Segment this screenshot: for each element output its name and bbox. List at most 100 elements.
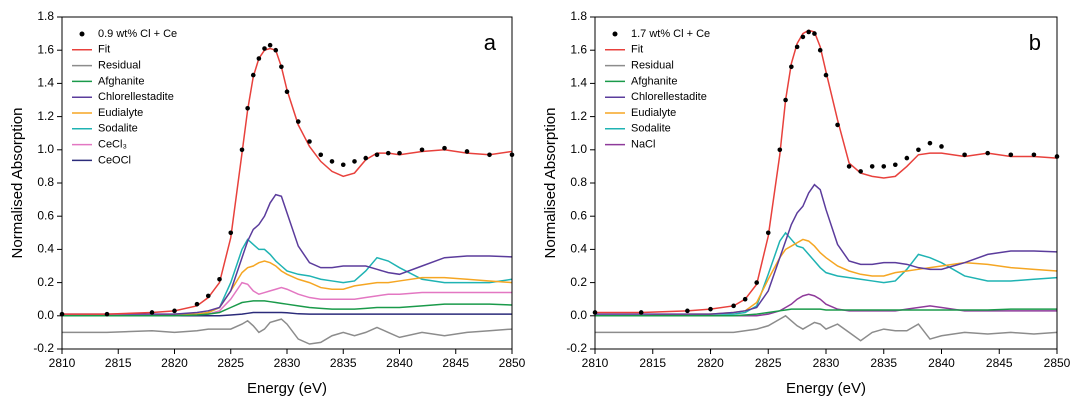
legend-label: 1.7 wt% Cl + Ce xyxy=(631,28,710,40)
legend-label: Chlorellestadite xyxy=(98,91,174,103)
y-tick-label: 1.8 xyxy=(37,9,54,23)
data-point xyxy=(806,29,811,35)
data-point xyxy=(893,162,898,168)
data-point xyxy=(812,31,817,36)
data-point xyxy=(194,301,200,307)
data-point xyxy=(904,155,910,161)
legend-label: Fit xyxy=(631,44,643,56)
series-line xyxy=(595,293,1057,317)
x-tick-label: 2835 xyxy=(330,356,357,370)
panel: -0.2 0.0 0.2 0.4 0.6 0.8 1.0 1.2 1.4 1.6 1.8 2810 28… xyxy=(542,9,1071,397)
x-tick-label: 2830 xyxy=(274,356,301,370)
data-point xyxy=(685,308,690,314)
legend-label: 0.9 wt% Cl + Ce xyxy=(98,28,177,40)
x-axis-title: Energy (eV) xyxy=(786,380,866,397)
x-tick-label: 2850 xyxy=(1044,356,1071,370)
y-tick-label: 0.0 xyxy=(37,308,54,322)
legend-marker xyxy=(612,31,618,37)
plot-frame xyxy=(61,16,513,350)
y-axis-title: Normalised Absorption xyxy=(9,108,26,259)
x-tick-label: 2840 xyxy=(928,356,955,370)
y-tick-label: 0.2 xyxy=(570,275,587,289)
series-line xyxy=(62,193,513,315)
legend-label: Sodalite xyxy=(98,123,138,135)
data-point xyxy=(329,159,335,164)
y-tick-label: 0.4 xyxy=(37,242,54,256)
data-point xyxy=(927,140,933,146)
data-point xyxy=(985,150,990,156)
data-point xyxy=(823,72,829,78)
data-point xyxy=(765,230,771,236)
legend-label: Fit xyxy=(98,44,110,56)
legend-label: Afghanite xyxy=(631,75,677,87)
data-point xyxy=(284,89,290,94)
series-line xyxy=(62,281,512,317)
y-tick-label: 0.4 xyxy=(570,242,587,256)
x-tick-label: 2835 xyxy=(870,356,897,370)
y-tick-label: 0.0 xyxy=(570,308,587,322)
data-point xyxy=(228,230,234,236)
data-point xyxy=(256,56,262,61)
x-tick-label: 2825 xyxy=(755,356,782,370)
series-line xyxy=(62,318,513,345)
series-line xyxy=(595,314,1058,342)
data-point xyxy=(279,64,284,70)
y-tick-label: 1.6 xyxy=(570,42,587,56)
data-point xyxy=(858,169,863,174)
panel: -0.2 0.0 0.2 0.4 0.6 0.8 1.0 1.2 1.4 1.6 1.8 2810 28… xyxy=(9,9,526,397)
series-line xyxy=(595,238,1058,317)
data-point xyxy=(267,42,273,48)
data-point xyxy=(794,44,800,50)
data-point xyxy=(800,34,806,40)
x-tick-label: 2850 xyxy=(499,356,526,370)
data-point xyxy=(817,47,823,53)
y-tick-label: 1.4 xyxy=(37,76,54,90)
series-line xyxy=(62,260,513,317)
legend-label: Residual xyxy=(631,60,674,72)
data-point xyxy=(385,150,391,156)
series-line xyxy=(595,231,1058,317)
data-point xyxy=(487,152,492,158)
y-axis-title: Normalised Absorption xyxy=(542,108,559,259)
data-point xyxy=(846,164,852,169)
panel-label: b xyxy=(1029,30,1041,55)
data-point xyxy=(239,147,245,153)
data-point xyxy=(962,152,967,158)
x-tick-label: 2810 xyxy=(582,356,609,370)
data-point xyxy=(273,47,279,53)
y-tick-label: 0.6 xyxy=(570,208,587,222)
data-point xyxy=(340,162,346,168)
data-point xyxy=(318,152,324,158)
legend-label: CeCl₃ xyxy=(98,139,127,151)
series-line xyxy=(595,29,1058,314)
data-point xyxy=(708,306,713,312)
y-tick-label: -0.2 xyxy=(33,341,54,355)
data-point xyxy=(881,164,887,169)
x-tick-label: 2840 xyxy=(386,356,413,370)
data-point xyxy=(352,159,357,164)
y-tick-label: -0.2 xyxy=(566,341,587,355)
data-point xyxy=(245,106,250,111)
legend-label: Sodalite xyxy=(631,123,671,135)
data-point xyxy=(104,311,110,317)
data-point xyxy=(464,149,470,154)
data-point xyxy=(205,293,211,299)
legend-label: Afghanite xyxy=(98,75,144,87)
legend-label: CeOCl xyxy=(98,154,131,166)
legend-marker xyxy=(79,31,85,37)
series-line xyxy=(62,311,512,317)
legend-label: Eudialyte xyxy=(631,107,676,119)
y-tick-label: 1.0 xyxy=(570,142,587,156)
data-point xyxy=(217,276,222,282)
legend-label: Eudialyte xyxy=(98,107,143,119)
series-line xyxy=(595,183,1058,315)
data-point xyxy=(397,150,402,156)
x-tick-label: 2820 xyxy=(697,356,724,370)
data-point xyxy=(374,152,380,158)
data-point xyxy=(783,97,788,103)
data-point xyxy=(1031,152,1037,158)
legend-label: NaCl xyxy=(631,139,655,151)
x-tick-label: 2845 xyxy=(442,356,469,370)
x-axis-title: Energy (eV) xyxy=(247,380,327,397)
